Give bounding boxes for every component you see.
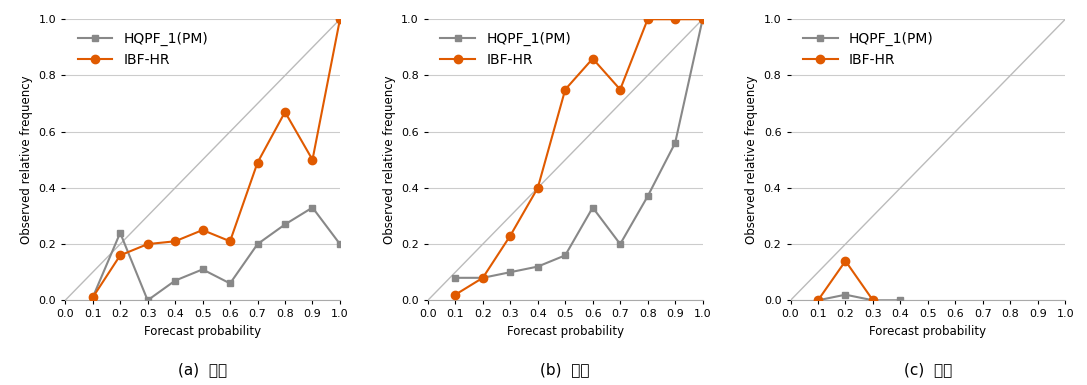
HQPF_1(PM) — [614, 242, 627, 246]
Legend: HQPF_1(PM), IBF-HR: HQPF_1(PM), IBF-HR — [435, 26, 576, 72]
HQPF_1(PM) — [224, 281, 237, 286]
HQPF_1(PM) — [251, 242, 264, 246]
HQPF_1(PM) — [114, 231, 127, 235]
IBF-HR — [559, 87, 572, 92]
IBF-HR — [614, 87, 627, 92]
IBF-HR — [812, 298, 825, 303]
IBF-HR — [449, 292, 462, 297]
Legend: HQPF_1(PM), IBF-HR: HQPF_1(PM), IBF-HR — [798, 26, 939, 72]
HQPF_1(PM) — [812, 298, 825, 303]
Y-axis label: Observed relative frequency: Observed relative frequency — [746, 75, 759, 244]
IBF-HR — [86, 295, 99, 300]
IBF-HR — [586, 56, 599, 61]
HQPF_1(PM) — [894, 298, 907, 303]
HQPF_1(PM) — [503, 270, 516, 275]
HQPF_1(PM) — [669, 141, 682, 145]
HQPF_1(PM) — [86, 295, 99, 300]
Legend: HQPF_1(PM), IBF-HR: HQPF_1(PM), IBF-HR — [72, 26, 214, 72]
Text: (b)  교통: (b) 교통 — [540, 362, 590, 377]
HQPF_1(PM) — [839, 292, 852, 297]
Y-axis label: Observed relative frequency: Observed relative frequency — [383, 75, 396, 244]
IBF-HR — [503, 233, 516, 238]
HQPF_1(PM) — [196, 267, 209, 272]
IBF-HR — [141, 242, 154, 246]
Line: HQPF_1(PM): HQPF_1(PM) — [814, 291, 904, 304]
Text: (a)  보행: (a) 보행 — [178, 362, 227, 377]
Line: IBF-HR: IBF-HR — [814, 257, 877, 305]
IBF-HR — [224, 239, 237, 244]
Line: HQPF_1(PM): HQPF_1(PM) — [452, 16, 707, 281]
IBF-HR — [476, 276, 489, 280]
HQPF_1(PM) — [866, 298, 879, 303]
HQPF_1(PM) — [696, 17, 709, 22]
HQPF_1(PM) — [532, 264, 545, 269]
IBF-HR — [305, 157, 318, 162]
IBF-HR — [641, 17, 654, 22]
Y-axis label: Observed relative frequency: Observed relative frequency — [20, 75, 33, 244]
Text: (c)  시설: (c) 시설 — [903, 362, 952, 377]
HQPF_1(PM) — [168, 278, 182, 283]
X-axis label: Forecast probability: Forecast probability — [143, 325, 261, 338]
X-axis label: Forecast probability: Forecast probability — [507, 325, 624, 338]
Line: IBF-HR: IBF-HR — [88, 15, 345, 302]
IBF-HR — [839, 259, 852, 263]
HQPF_1(PM) — [476, 276, 489, 280]
IBF-HR — [532, 186, 545, 190]
X-axis label: Forecast probability: Forecast probability — [870, 325, 987, 338]
HQPF_1(PM) — [641, 194, 654, 199]
IBF-HR — [696, 17, 709, 22]
HQPF_1(PM) — [449, 276, 462, 280]
HQPF_1(PM) — [278, 222, 291, 227]
HQPF_1(PM) — [305, 205, 318, 210]
HQPF_1(PM) — [334, 242, 347, 246]
IBF-HR — [334, 17, 347, 22]
HQPF_1(PM) — [559, 253, 572, 258]
IBF-HR — [866, 298, 879, 303]
HQPF_1(PM) — [141, 298, 154, 303]
IBF-HR — [196, 228, 209, 233]
IBF-HR — [251, 160, 264, 165]
IBF-HR — [278, 110, 291, 114]
IBF-HR — [114, 253, 127, 258]
IBF-HR — [669, 17, 682, 22]
HQPF_1(PM) — [586, 205, 599, 210]
Line: HQPF_1(PM): HQPF_1(PM) — [89, 204, 343, 304]
Line: IBF-HR: IBF-HR — [451, 15, 707, 299]
IBF-HR — [168, 239, 182, 244]
